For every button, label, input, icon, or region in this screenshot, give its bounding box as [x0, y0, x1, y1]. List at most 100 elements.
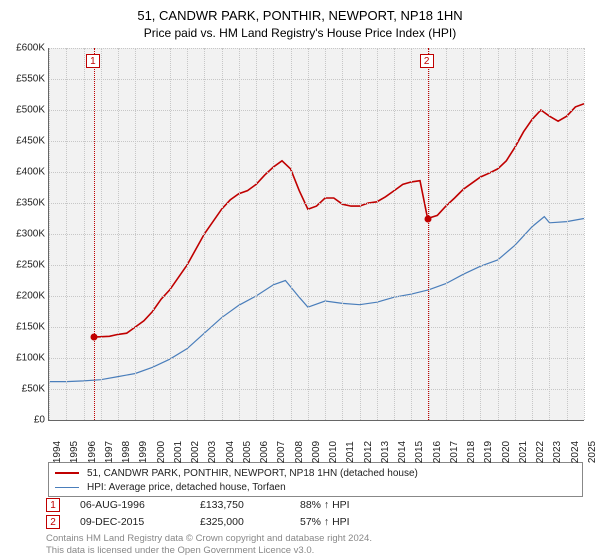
transaction-number-box: 2 — [46, 515, 60, 529]
gridline-v — [549, 48, 550, 420]
marker-vline — [94, 48, 95, 420]
gridline-v — [463, 48, 464, 420]
x-axis-label: 1996 — [87, 441, 98, 463]
gridline-v — [291, 48, 292, 420]
gridline-v — [498, 48, 499, 420]
gridline-v — [222, 48, 223, 420]
x-axis-label: 1995 — [69, 441, 80, 463]
gridline-h — [49, 234, 584, 235]
chart-container: 51, CANDWR PARK, PONTHIR, NEWPORT, NP18 … — [0, 0, 600, 560]
gridline-h — [49, 358, 584, 359]
gridline-v — [135, 48, 136, 420]
plot-area — [48, 48, 584, 421]
transaction-date: 06-AUG-1996 — [80, 499, 200, 511]
x-axis-label: 2006 — [259, 441, 270, 463]
gridline-v — [325, 48, 326, 420]
y-axis-label: £50K — [5, 384, 45, 395]
x-axis-label: 2012 — [363, 441, 374, 463]
gridline-v — [239, 48, 240, 420]
gridline-v — [567, 48, 568, 420]
gridline-h — [49, 389, 584, 390]
gridline-v — [118, 48, 119, 420]
legend-label: 51, CANDWR PARK, PONTHIR, NEWPORT, NP18 … — [87, 468, 418, 479]
x-axis-label: 2013 — [380, 441, 391, 463]
y-axis-label: £200K — [5, 291, 45, 302]
x-axis-label: 2003 — [207, 441, 218, 463]
transaction-price: £133,750 — [200, 499, 300, 511]
gridline-v — [584, 48, 585, 420]
x-axis-label: 2019 — [483, 441, 494, 463]
gridline-v — [411, 48, 412, 420]
x-axis-label: 2015 — [414, 441, 425, 463]
gridline-h — [49, 141, 584, 142]
x-axis-label: 2001 — [173, 441, 184, 463]
x-axis-label: 2000 — [156, 441, 167, 463]
chart-title-2: Price paid vs. HM Land Registry's House … — [0, 26, 600, 40]
y-axis-label: £300K — [5, 229, 45, 240]
gridline-v — [446, 48, 447, 420]
gridline-v — [84, 48, 85, 420]
legend-row: 51, CANDWR PARK, PONTHIR, NEWPORT, NP18 … — [55, 466, 576, 480]
y-axis-label: £100K — [5, 353, 45, 364]
gridline-v — [101, 48, 102, 420]
x-axis-label: 2024 — [570, 441, 581, 463]
y-axis-label: £600K — [5, 43, 45, 54]
x-axis-label: 2025 — [587, 441, 598, 463]
x-axis-label: 1997 — [104, 441, 115, 463]
transaction-number-box: 1 — [46, 498, 60, 512]
x-axis-label: 2020 — [501, 441, 512, 463]
gridline-v — [204, 48, 205, 420]
footer: Contains HM Land Registry data © Crown c… — [46, 533, 372, 557]
y-axis-label: £0 — [5, 415, 45, 426]
gridline-h — [49, 265, 584, 266]
y-axis-label: £250K — [5, 260, 45, 271]
x-axis-label: 1999 — [138, 441, 149, 463]
x-axis-label: 2021 — [518, 441, 529, 463]
series-line — [94, 104, 584, 337]
transaction-row: 1 06-AUG-1996£133,75088% ↑ HPI — [46, 497, 400, 512]
gridline-h — [49, 296, 584, 297]
transaction-hpi: 57% ↑ HPI — [300, 516, 400, 528]
x-axis-label: 2002 — [190, 441, 201, 463]
marker-number-box: 2 — [420, 54, 434, 68]
legend: 51, CANDWR PARK, PONTHIR, NEWPORT, NP18 … — [48, 462, 583, 497]
legend-label: HPI: Average price, detached house, Torf… — [87, 482, 286, 493]
legend-swatch — [55, 472, 79, 474]
x-axis-label: 2009 — [311, 441, 322, 463]
transaction-row: 2 09-DEC-2015£325,00057% ↑ HPI — [46, 514, 400, 529]
x-axis-label: 1998 — [121, 441, 132, 463]
gridline-v — [429, 48, 430, 420]
y-axis-label: £150K — [5, 322, 45, 333]
x-axis-label: 2014 — [397, 441, 408, 463]
transaction-hpi: 88% ↑ HPI — [300, 499, 400, 511]
legend-swatch — [55, 487, 79, 488]
x-axis-label: 1994 — [52, 441, 63, 463]
x-axis-label: 2018 — [466, 441, 477, 463]
x-axis-label: 2007 — [276, 441, 287, 463]
gridline-v — [515, 48, 516, 420]
transaction-date: 09-DEC-2015 — [80, 516, 200, 528]
x-axis-label: 2022 — [535, 441, 546, 463]
transaction-price: £325,000 — [200, 516, 300, 528]
gridline-h — [49, 110, 584, 111]
y-axis-label: £400K — [5, 167, 45, 178]
gridline-v — [256, 48, 257, 420]
marker-vline — [428, 48, 429, 420]
gridline-v — [153, 48, 154, 420]
series-line — [49, 217, 584, 382]
gridline-h — [49, 48, 584, 49]
gridline-v — [187, 48, 188, 420]
footer-line-1: Contains HM Land Registry data © Crown c… — [46, 533, 372, 545]
y-axis-label: £500K — [5, 105, 45, 116]
gridline-v — [377, 48, 378, 420]
gridline-v — [308, 48, 309, 420]
x-axis-label: 2008 — [294, 441, 305, 463]
marker-dot — [424, 215, 431, 222]
marker-dot — [90, 334, 97, 341]
gridline-h — [49, 327, 584, 328]
marker-number-box: 1 — [86, 54, 100, 68]
y-axis-label: £550K — [5, 74, 45, 85]
chart-title-1: 51, CANDWR PARK, PONTHIR, NEWPORT, NP18 … — [0, 8, 600, 23]
y-axis-label: £350K — [5, 198, 45, 209]
x-axis-label: 2017 — [449, 441, 460, 463]
